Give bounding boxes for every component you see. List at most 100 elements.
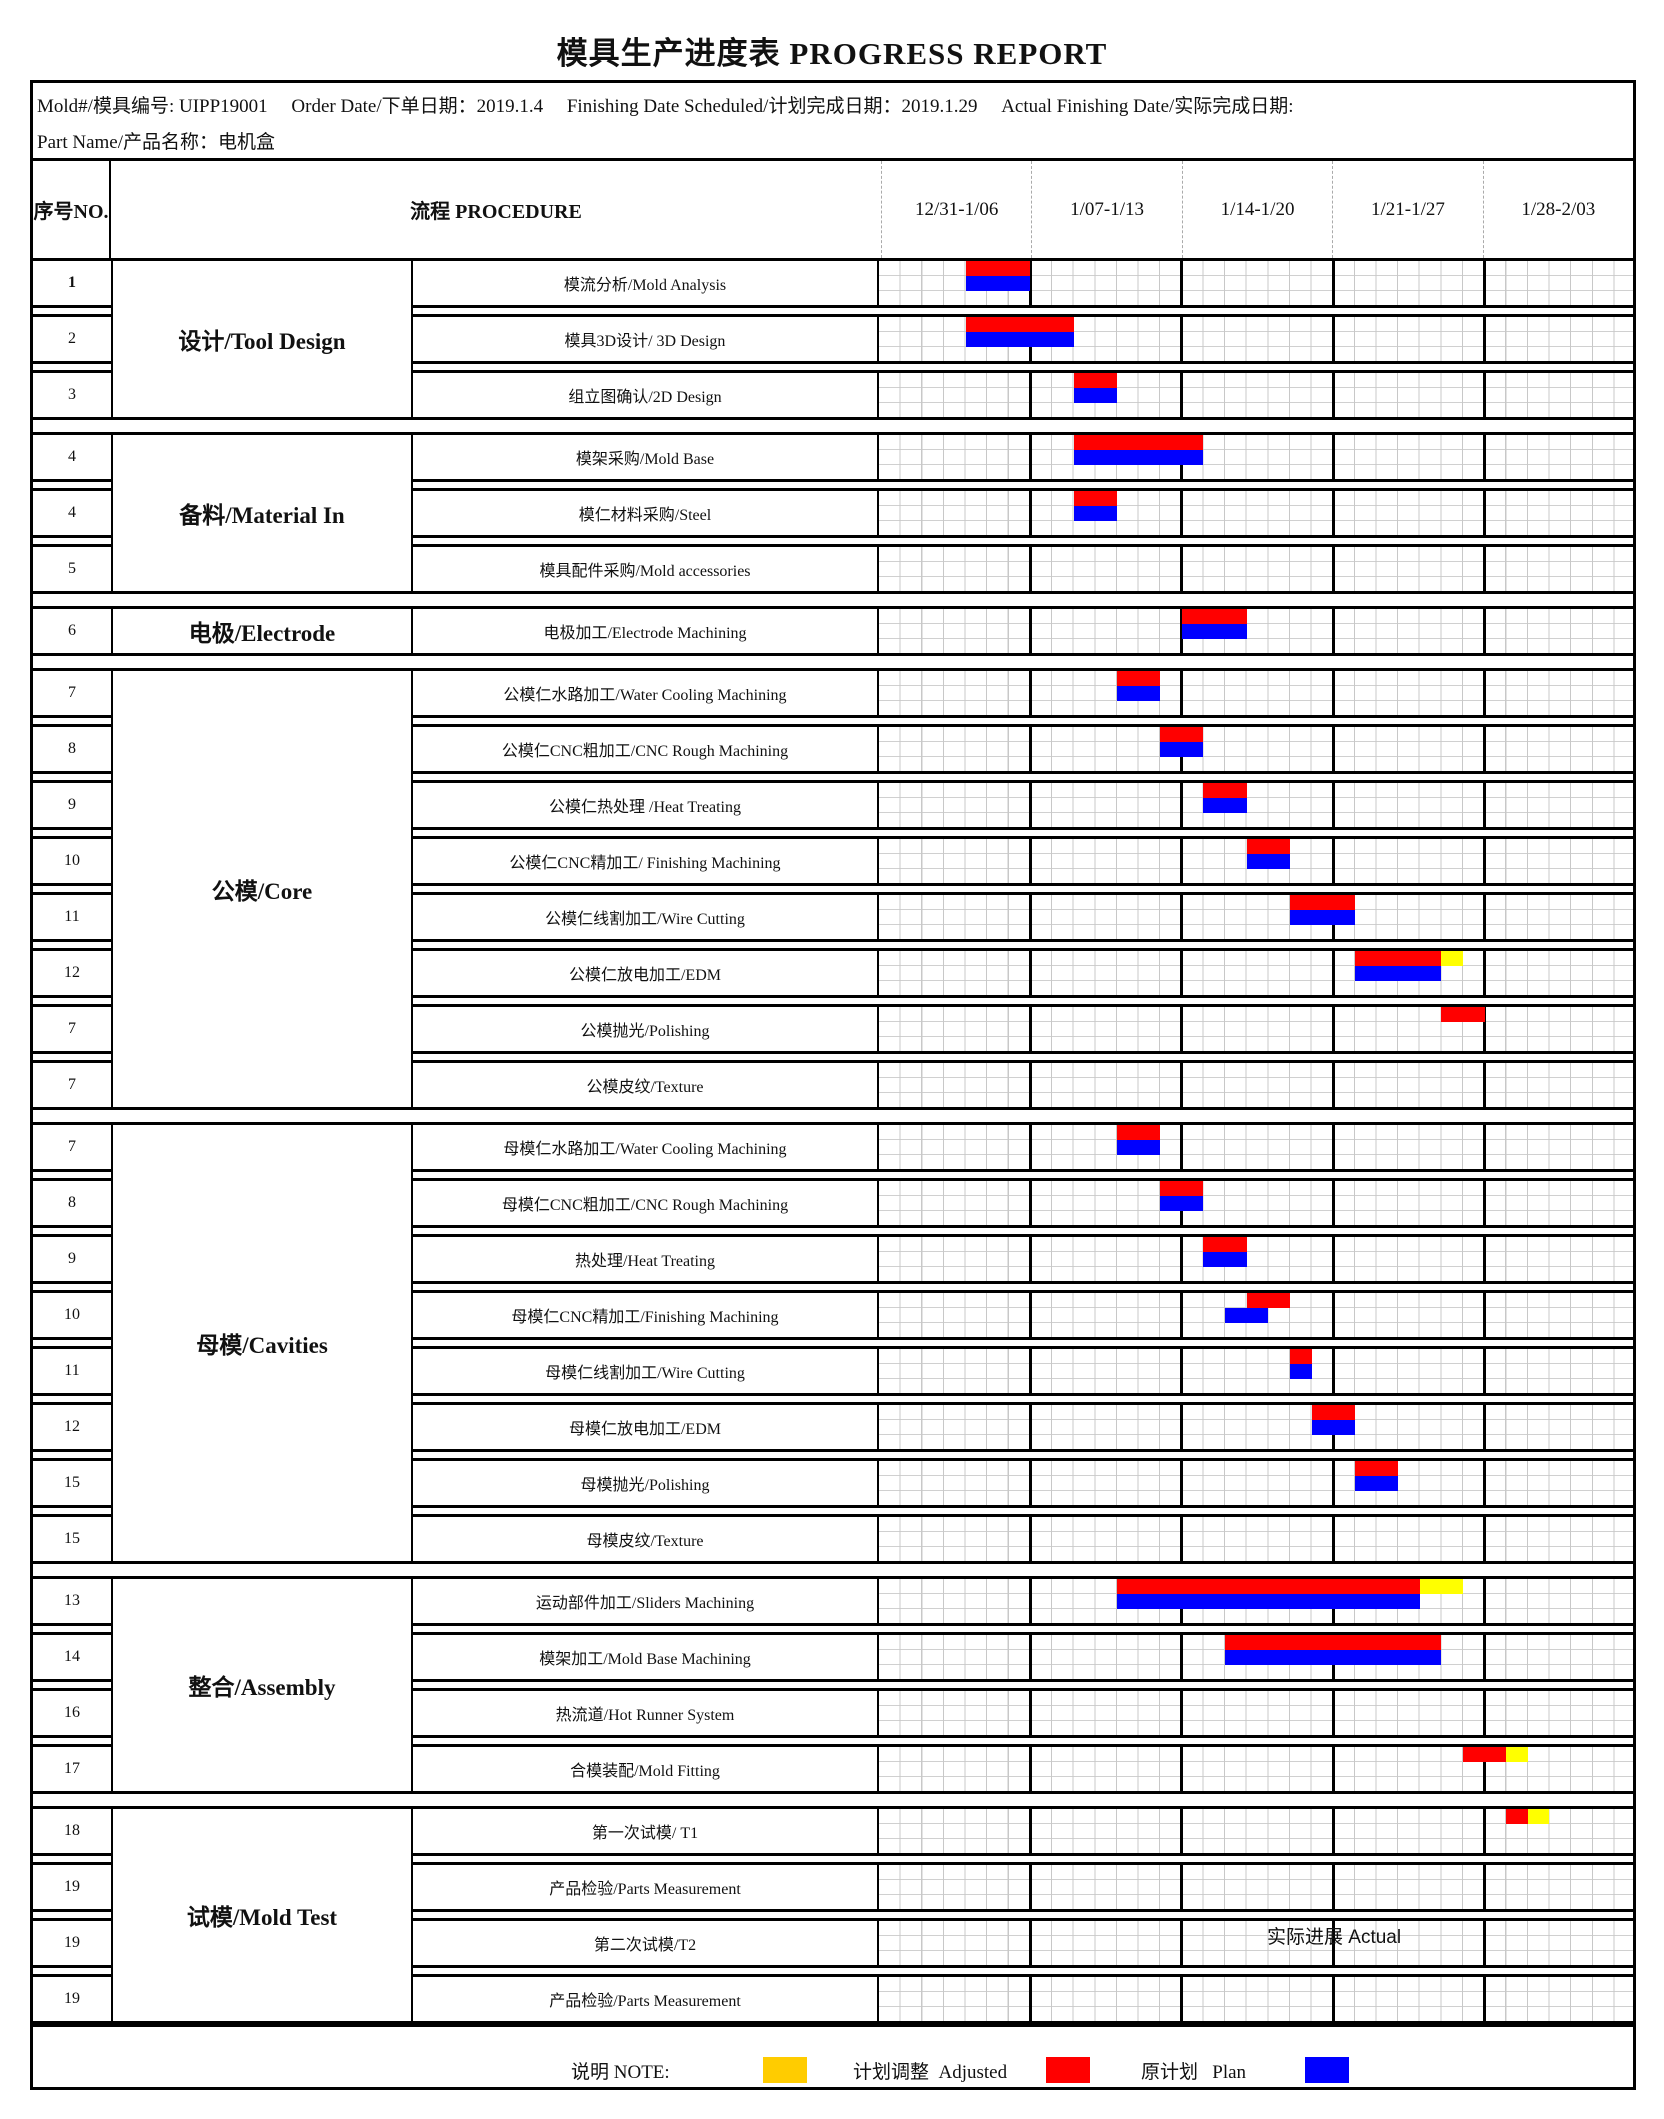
week-divider [1028,1125,1032,1169]
gantt-bar-blue [1073,506,1117,521]
gantt-bar-blue [1116,1594,1420,1609]
row-separator [413,771,1633,783]
row-separator [413,1853,1633,1865]
section-group-label: 电极/Electrode [111,609,413,653]
row-separator [33,1051,111,1063]
week-divider [1483,839,1487,883]
actual-note: 实际进展 Actual [1267,1927,1402,1948]
row-number: 8 [68,1194,76,1211]
week-divider [1180,373,1184,417]
gantt-bar-blue [1073,388,1117,403]
gantt-bar-blue [1354,966,1442,981]
procedure-label: 母模抛光/Polishing [413,1461,879,1505]
week-divider [1180,1809,1184,1853]
week-divider [1180,1237,1184,1281]
week-divider [1180,1405,1184,1449]
gantt-bar-blue [1225,1308,1269,1323]
procedure-column: 第一次试模/ T1 产品检验/Parts Measurement 第二次试模/T2 产… [413,1809,1633,2021]
procedure-label: 模流分析/Mold Analysis [413,261,879,305]
gantt-bar-yellow [1441,951,1463,966]
progress-report-table: Mold#/模具编号: UIPP19001 Order Date/下单日期：20… [30,80,1636,2090]
table-row: 母模仁放电加工/EDM [413,1405,1633,1449]
row-separator [413,1169,1633,1181]
table-row: 组立图确认/2D Design [413,373,1633,417]
procedure-label: 公模皮纹/Texture [413,1063,879,1107]
row-separator [33,1679,111,1691]
table-row: 公模皮纹/Texture [413,1063,1633,1107]
week-divider [1028,609,1032,653]
week-divider [1331,609,1335,653]
row-separator [413,361,1633,373]
procedure-column: 运动部件加工/Sliders Machining 模架加工/Mold Base M… [413,1579,1633,1791]
row-separator [413,1735,1633,1747]
section-group-label: 备料/Material In [111,435,413,591]
week-divider [1331,373,1335,417]
section: 4 4 5 备料/Material In 模架采购/Mold Base 模仁材料采购/St… [33,432,1633,594]
week-divider [1483,1635,1487,1679]
table-row: 模具配件采购/Mold accessories [413,547,1633,591]
gantt-bar-blue [965,276,1031,291]
week-divider [1028,1865,1032,1909]
legend-swatch-blue [1305,2057,1349,2083]
week-divider [1331,1461,1335,1505]
table-row: 热流道/Hot Runner System [413,1691,1633,1735]
week-divider [1028,1181,1032,1225]
week-divider [1331,727,1335,771]
procedure-label: 模仁材料采购/Steel [413,491,879,535]
week-divider [1331,1063,1335,1107]
row-number: 4 [68,448,76,465]
week-header: 1/28-2/03 [1482,161,1633,258]
table-row: 合模装配/Mold Fitting [413,1747,1633,1791]
row-number: 7 [68,684,76,701]
gantt-timeline [879,1977,1633,2021]
gantt-bar-blue [1160,742,1204,757]
gantt-bar-red [1462,1747,1507,1762]
gantt-bar-red [1506,1809,1528,1824]
header-no: 序号NO. [33,161,111,258]
week-divider [1331,1007,1335,1051]
week-divider [1180,1865,1184,1909]
week-divider [1483,1125,1487,1169]
week-divider [1483,491,1487,535]
row-separator [33,1169,111,1181]
week-divider [1331,1865,1335,1909]
procedure-label: 运动部件加工/Sliders Machining [413,1579,879,1623]
week-divider [1483,1921,1487,1965]
gantt-timeline [879,1691,1633,1735]
gantt-bar-red [1225,1635,1442,1650]
gantt-bar-red [965,261,1031,276]
week-divider [1180,671,1184,715]
section-group-label: 试模/Mold Test [111,1809,413,2021]
row-separator [413,995,1633,1007]
row-number: 1 [68,274,76,291]
week-divider [1028,1349,1032,1393]
gantt-timeline [879,435,1633,479]
no-column: 1 2 3 [33,261,111,417]
week-divider [1331,1293,1335,1337]
row-number: 11 [64,908,80,925]
row-separator [33,939,111,951]
week-header: 1/14-1/20 [1181,161,1332,258]
week-divider [1028,491,1032,535]
row-separator [413,1505,1633,1517]
gantt-bar-blue [1116,686,1161,701]
week-divider [1028,783,1032,827]
row-number: 13 [64,1592,80,1609]
procedure-label: 电极加工/Electrode Machining [413,609,879,653]
week-divider [1180,1517,1184,1561]
week-divider [1483,435,1487,479]
row-separator [33,305,111,317]
week-divider [1180,491,1184,535]
gantt-bar-red [1160,1181,1204,1196]
week-divider [1331,783,1335,827]
row-number: 19 [64,1878,80,1895]
table-row: 公模仁放电加工/EDM [413,951,1633,995]
gantt-bar-red [1289,895,1355,910]
no-column: 13 14 16 17 [33,1579,111,1791]
row-separator [413,1623,1633,1635]
week-divider [1483,1181,1487,1225]
week-divider [1483,1977,1487,2021]
row-separator [413,883,1633,895]
gantt-timeline [879,1747,1633,1791]
table-row: 模架采购/Mold Base [413,435,1633,479]
